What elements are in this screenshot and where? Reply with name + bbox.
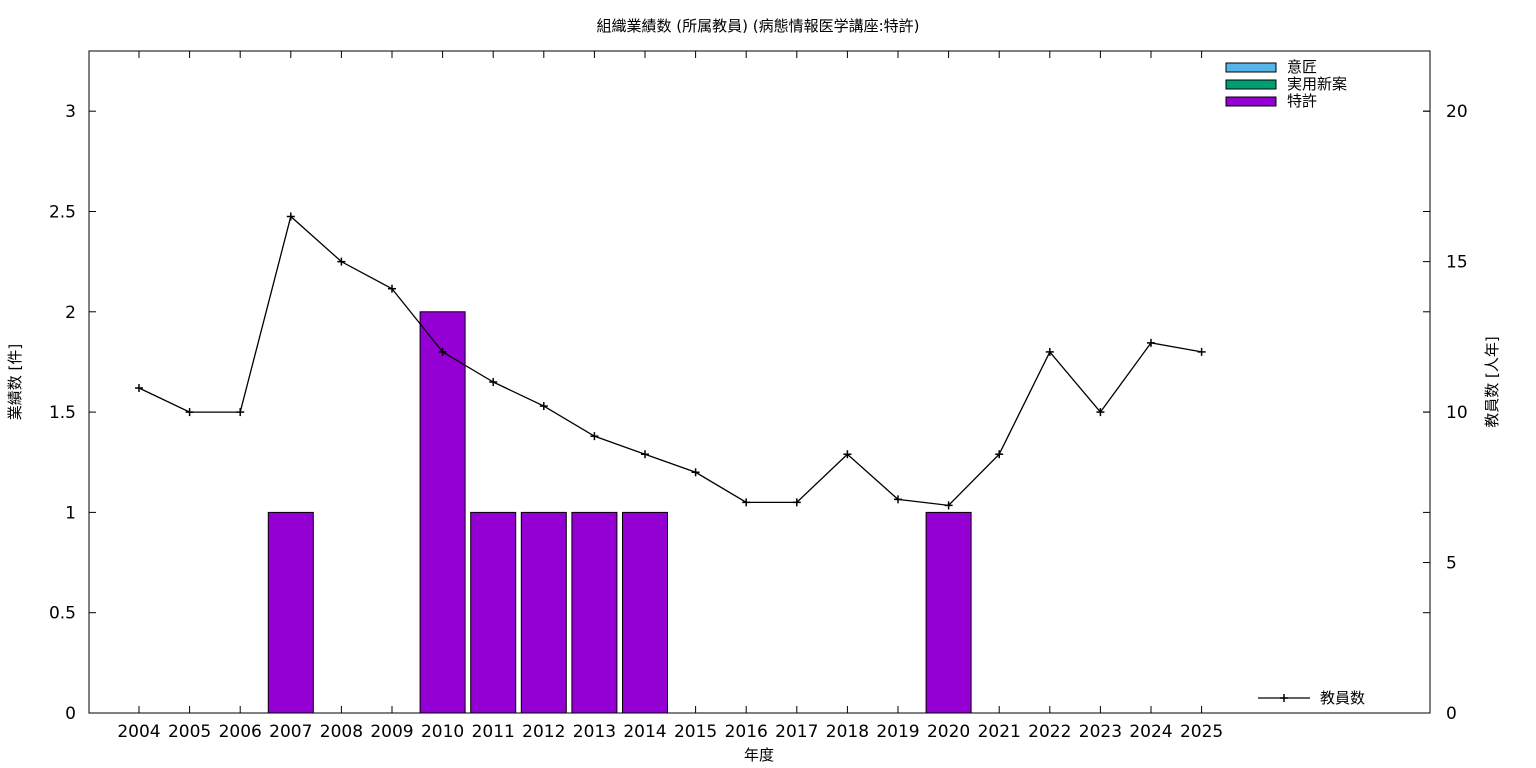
legend-swatch (1225, 62, 1277, 73)
bar-2020 (925, 511, 972, 714)
staff-point-2011 (489, 378, 498, 386)
x-tick-label: 2014 (623, 722, 666, 742)
staff-point-2025 (1197, 347, 1206, 356)
y-tick-label: 1 (65, 503, 76, 523)
bar-2013 (571, 511, 618, 714)
x-tick-label: 2005 (168, 722, 211, 742)
x-tick-label: 2007 (269, 722, 312, 742)
y-tick-label: 1.5 (49, 403, 76, 423)
x-tick-label: 2019 (876, 722, 919, 742)
legend-label: 意匠 (1287, 58, 1317, 76)
bar-2007 (267, 511, 314, 714)
staff-point-2010 (438, 347, 447, 356)
x-tick-label: 2013 (573, 722, 616, 742)
staff-point-2013 (590, 432, 599, 441)
y2-axis-ticks: 0 5 10 15 20 (1423, 102, 1468, 724)
staff-point-2012 (539, 402, 548, 411)
x-tick-label: 2016 (725, 722, 768, 742)
y-tick-label: 0.5 (49, 604, 76, 624)
staff-point-2018 (843, 450, 852, 459)
x-tick-label: 2020 (927, 722, 970, 742)
staff-point-2004 (135, 384, 143, 393)
x-tick-label: 2011 (472, 722, 515, 742)
staff-point-2021 (995, 450, 1004, 459)
y2-axis-title: 教員数 [人年] (1483, 336, 1501, 427)
y2-tick-label: 20 (1446, 102, 1468, 122)
x-tick-label: 2023 (1079, 722, 1122, 742)
staff-point-2009 (388, 284, 396, 293)
bars (267, 311, 972, 714)
legend-label: 実用新案 (1287, 75, 1347, 93)
staff-point-2020 (944, 501, 953, 510)
x-axis-ticks: 2004 2005 2006 2007 2008 2009 2010 2011 2012 2013… (117, 51, 1223, 742)
x-tick-label: 2021 (978, 722, 1021, 742)
staff-line (135, 212, 1206, 510)
staff-line-path (138, 215, 1202, 507)
legend-label: 特許 (1287, 92, 1317, 110)
staff-point-2005 (185, 408, 194, 417)
bar-2012 (520, 511, 567, 714)
chart-title: 組織業績数 (所属教員) (病態情報医学講座:特許) (596, 17, 919, 35)
plot-frame (88, 50, 1431, 714)
y2-tick-label: 15 (1446, 253, 1468, 273)
staff-point-2014 (641, 450, 649, 459)
staff-point-2019 (894, 495, 902, 504)
x-tick-label: 2018 (826, 722, 869, 742)
x-tick-label: 2022 (1028, 722, 1071, 742)
x-tick-label: 2025 (1180, 722, 1223, 742)
y-axis-ticks: 0 0.5 1 1.5 2 2.5 3 (49, 102, 1430, 724)
bar-2014 (622, 511, 668, 714)
y2-tick-label: 10 (1446, 403, 1468, 423)
line-legend: 教員数 (1258, 689, 1365, 707)
y-tick-label: 0 (65, 704, 76, 724)
x-tick-label: 2006 (219, 722, 262, 742)
staff-point-2006 (236, 408, 245, 417)
staff-point-2022 (1045, 347, 1054, 356)
staff-point-2007 (286, 212, 295, 221)
legend-swatch (1225, 79, 1277, 90)
staff-point-2016 (742, 498, 751, 507)
x-tick-label: 2017 (775, 722, 818, 742)
y-tick-label: 3 (65, 102, 76, 122)
y-tick-label: 2 (65, 303, 76, 323)
x-tick-label: 2004 (117, 722, 160, 742)
staff-point-2023 (1096, 408, 1105, 417)
x-axis-title: 年度 (744, 746, 774, 764)
y2-tick-label: 5 (1446, 554, 1457, 574)
x-tick-label: 2015 (674, 722, 717, 742)
x-tick-label: 2010 (421, 722, 464, 742)
x-tick-label: 2008 (320, 722, 363, 742)
staff-point-2017 (792, 498, 801, 507)
line-legend-label: 教員数 (1320, 689, 1365, 707)
x-tick-label: 2024 (1129, 722, 1172, 742)
legend-swatch (1225, 96, 1277, 107)
y2-tick-label: 0 (1446, 704, 1457, 724)
x-tick-label: 2009 (370, 722, 413, 742)
staff-point-2015 (691, 468, 700, 477)
bar-2011 (470, 511, 517, 714)
x-tick-label: 2012 (522, 722, 565, 742)
staff-point-2024 (1147, 338, 1155, 347)
y-tick-label: 2.5 (49, 202, 76, 222)
y-axis-title: 業績数 [件] (6, 344, 24, 420)
bar-2010 (419, 311, 466, 714)
staff-point-2008 (337, 257, 346, 266)
